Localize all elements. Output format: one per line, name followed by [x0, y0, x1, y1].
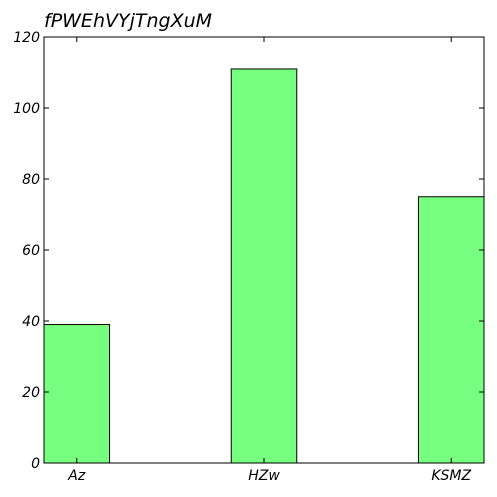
y-tick-label: 0	[31, 456, 40, 472]
x-tick-label-hzw: HZw	[248, 468, 280, 484]
y-tick-label: 40	[22, 314, 40, 330]
bar-az	[43, 324, 111, 464]
x-axis-ticks: Az HZw KSMZ	[67, 37, 472, 484]
bar-hzw	[230, 68, 298, 464]
y-tick-label: 60	[22, 243, 40, 259]
y-axis-ticks: 0 20 40 60 80 100 120	[13, 30, 484, 472]
y-tick-label: 20	[22, 385, 40, 401]
chart-title: fPWEhVYjTngXuM	[44, 10, 212, 32]
y-tick-label: 120	[13, 30, 40, 46]
y-tick-label: 100	[13, 101, 40, 117]
bars-group	[43, 68, 485, 464]
x-tick-label-ksmz: KSMZ	[431, 468, 471, 484]
y-tick-label: 80	[22, 172, 40, 188]
x-tick-label-az: Az	[67, 468, 86, 484]
plot-frame	[43, 36, 485, 464]
bar-ksmz	[417, 196, 485, 464]
